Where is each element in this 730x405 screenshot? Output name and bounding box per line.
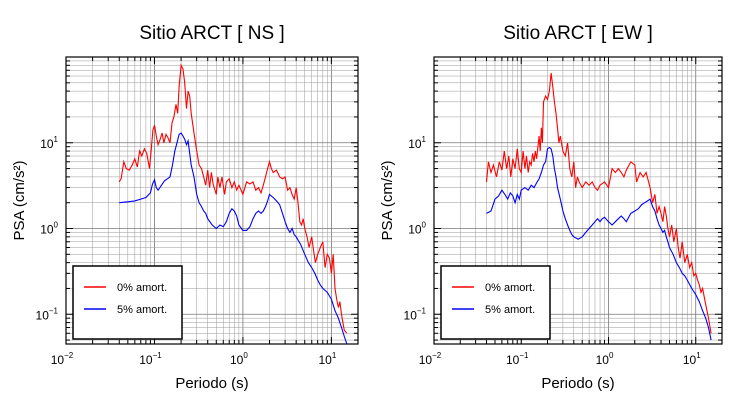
chart-panel-2: 10−2 10−1 100 101 10−1 100 101 Sitio ARCT [ EW … bbox=[379, 23, 723, 392]
series-line-amort-5 bbox=[119, 132, 348, 344]
axis-ticks bbox=[65, 56, 359, 344]
chart-title: Sitio ARCT [ EW ] bbox=[503, 23, 653, 44]
y-tick-label: 10−1 bbox=[36, 306, 59, 322]
legend-label: 0% amort. bbox=[117, 282, 167, 294]
series-line-amort-5 bbox=[486, 146, 712, 341]
x-tick-label: 10−2 bbox=[51, 351, 74, 367]
chart-panel-1: 10−2 10−1 100 101 10−1 100 101 Sitio ARCT [ NS … bbox=[11, 23, 359, 392]
x-axis-label: Periodo (s) bbox=[175, 375, 248, 392]
y-axis-label: PSA (cm/s²) bbox=[11, 160, 28, 240]
x-axis-label: Periodo (s) bbox=[541, 375, 614, 392]
legend: 0% amort. 5% amort. bbox=[440, 265, 551, 340]
x-tick-label: 10−1 bbox=[139, 351, 162, 367]
legend-box bbox=[440, 265, 551, 340]
y-axis-label: PSA (cm/s²) bbox=[379, 160, 396, 240]
y-tick-label: 100 bbox=[408, 221, 426, 237]
legend-box bbox=[72, 265, 183, 340]
legend: 0% amort. 5% amort. bbox=[72, 265, 183, 340]
y-tick-label: 10−1 bbox=[404, 306, 427, 322]
x-tick-label: 101 bbox=[683, 351, 701, 367]
y-tick-label: 101 bbox=[408, 135, 426, 151]
series-line-amort-0 bbox=[485, 72, 712, 334]
axis-ticks bbox=[433, 56, 723, 344]
x-tick-label: 100 bbox=[230, 351, 248, 367]
plot-frame bbox=[433, 56, 723, 345]
x-tick-label: 10−1 bbox=[506, 351, 529, 367]
x-tick-label: 10−2 bbox=[419, 351, 442, 367]
y-tick-label: 100 bbox=[40, 221, 58, 237]
x-tick-label: 101 bbox=[318, 351, 336, 367]
series-line-amort-0 bbox=[118, 63, 348, 334]
plot-frame bbox=[65, 56, 359, 345]
legend-label: 0% amort. bbox=[485, 282, 535, 294]
y-tick-label: 101 bbox=[40, 135, 58, 151]
x-tick-label: 100 bbox=[596, 351, 614, 367]
chart-title: Sitio ARCT [ NS ] bbox=[139, 23, 284, 44]
legend-label: 5% amort. bbox=[485, 304, 535, 316]
legend-label: 5% amort. bbox=[117, 304, 167, 316]
